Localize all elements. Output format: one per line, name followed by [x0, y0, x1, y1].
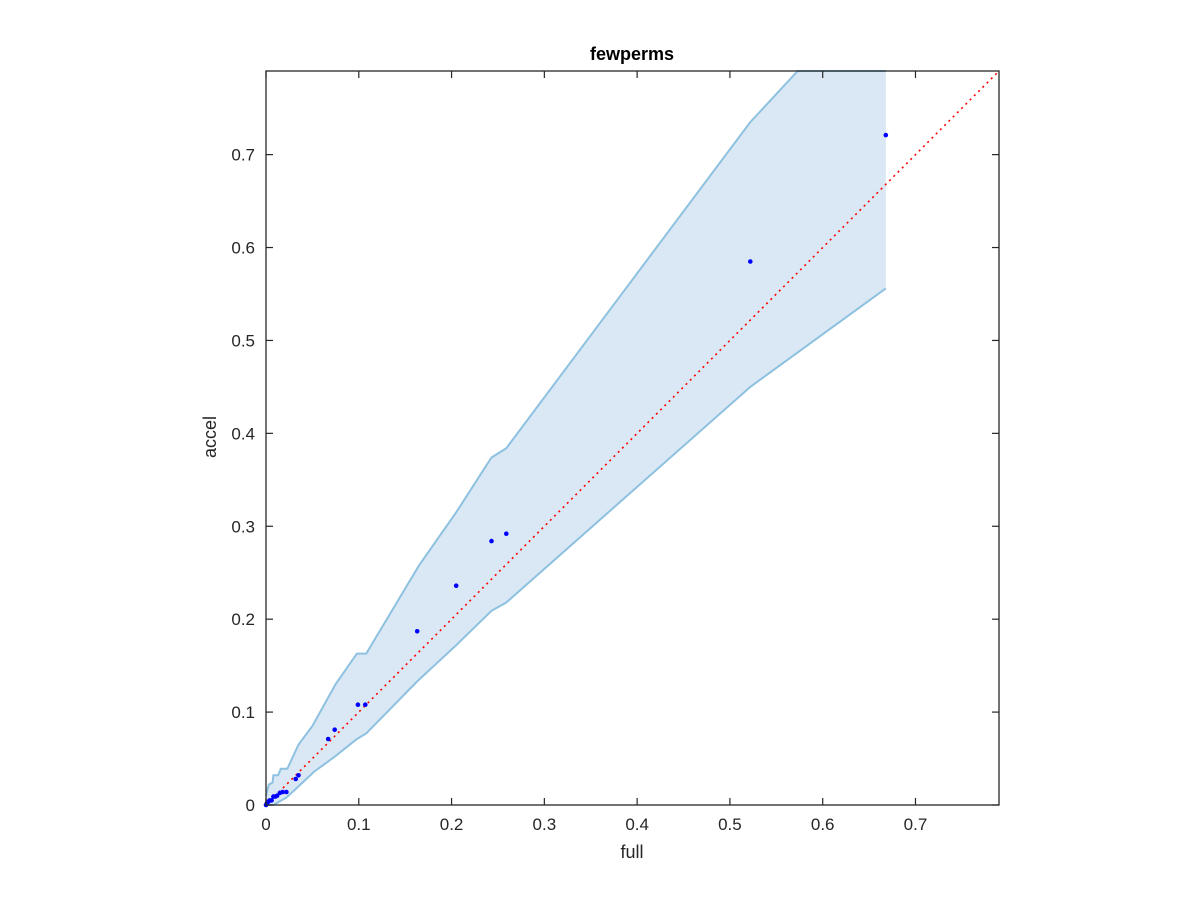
reference-line	[265, 70, 1000, 806]
data-point	[332, 727, 338, 732]
axes	[265, 70, 1000, 806]
x-tick-label: 0.3	[533, 815, 557, 834]
data-point	[280, 789, 286, 795]
identity-reference-line	[265, 70, 1000, 806]
data-point	[363, 702, 368, 707]
data-point	[453, 583, 459, 588]
y-tick-label: 0.1	[231, 703, 255, 722]
data-point	[355, 702, 361, 707]
data-point	[414, 629, 420, 634]
axis-ticks: 0 0.1 0.2 0.3 0.4 0.5 0.6 0.7 0 0.1 0.2 0.3 0.4 0.5 0.…	[231, 71, 999, 834]
data-point	[284, 789, 289, 795]
x-tick-label: 0.2	[440, 815, 464, 834]
y-tick-label: 0.7	[231, 146, 255, 165]
confidence-band	[265, 70, 887, 806]
y-tick-label: 0	[246, 796, 255, 815]
data-point	[489, 538, 494, 544]
data-point	[296, 773, 301, 778]
data-point	[883, 132, 889, 138]
y-axis-label: accel	[200, 416, 220, 458]
data-point	[293, 776, 299, 782]
band-lower-edge	[266, 287, 887, 806]
axes-box	[265, 70, 1000, 806]
data-point	[274, 793, 280, 798]
x-tick-label: 0.4	[625, 815, 649, 834]
x-tick-label: 0.6	[811, 815, 835, 834]
y-tick-label: 0.3	[231, 517, 255, 536]
y-tick-label: 0.5	[231, 331, 255, 350]
y-tick-label: 0.4	[231, 424, 255, 443]
x-tick-label: 0.5	[718, 815, 742, 834]
x-tick-label: 0.7	[904, 815, 928, 834]
x-axis-label: full	[620, 842, 643, 862]
data-point	[504, 531, 509, 536]
data-point	[748, 259, 753, 264]
y-tick-label: 0.2	[231, 610, 255, 629]
y-tick-label: 0.6	[231, 239, 255, 258]
x-tick-label: 0.1	[347, 815, 371, 834]
data-point	[269, 798, 274, 803]
band-upper-edge	[265, 70, 886, 796]
data-point	[325, 736, 331, 742]
band-fill	[266, 71, 886, 805]
x-tick-label: 0	[261, 815, 270, 834]
chart-title: fewperms	[590, 44, 674, 64]
